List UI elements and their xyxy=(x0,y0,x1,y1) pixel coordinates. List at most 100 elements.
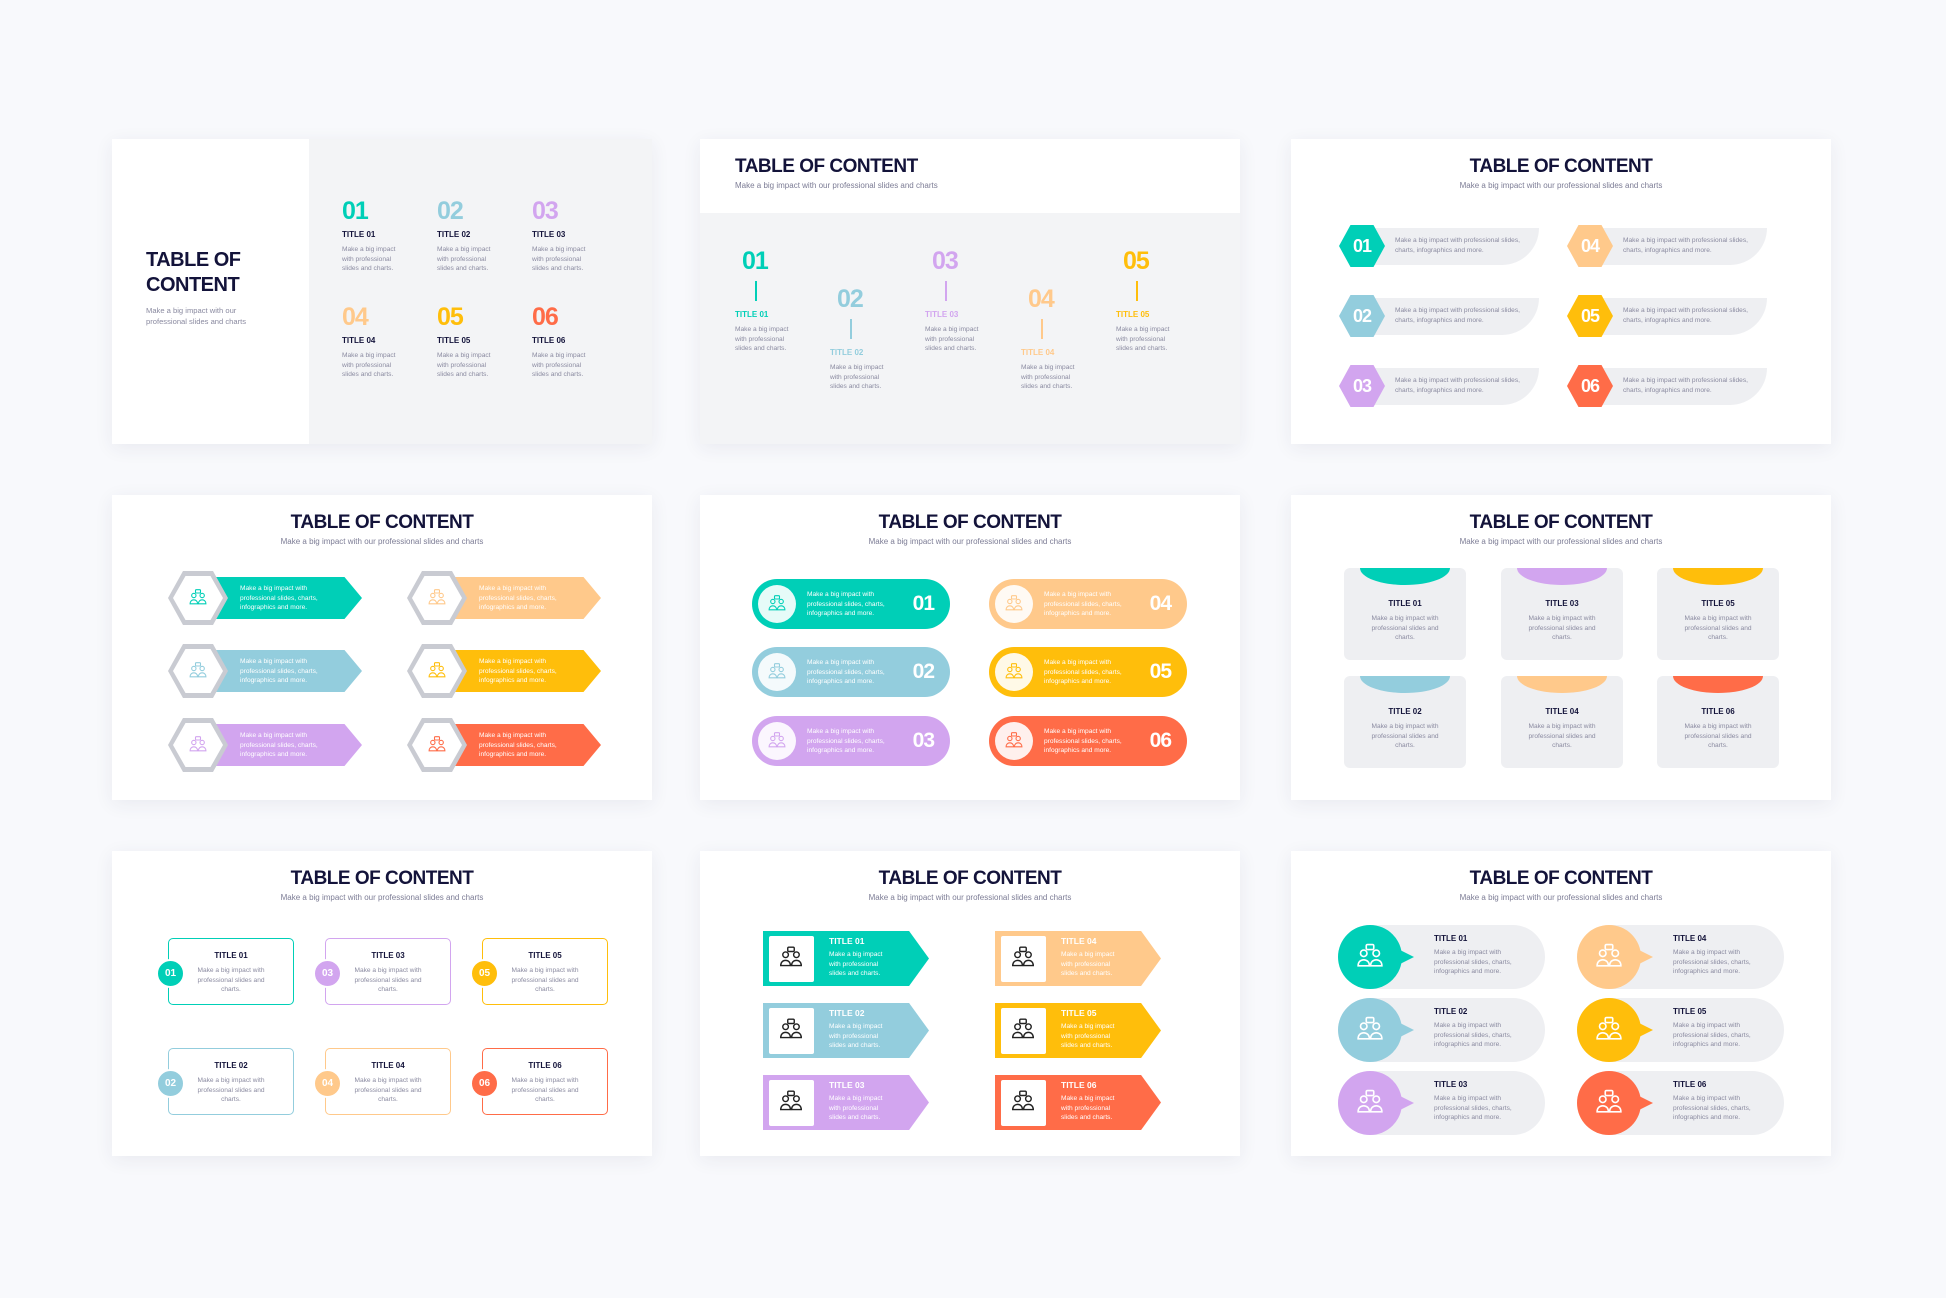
slide-subtitle: Make a big impact with our professional … xyxy=(280,893,484,902)
connector-line xyxy=(945,281,947,301)
item-desc: Make a big impact with professional slid… xyxy=(437,352,491,379)
item-number: 01 xyxy=(742,247,769,275)
item-arrow: Make a big impact with professional slid… xyxy=(455,724,601,766)
item-desc: Make a big impact with professional slid… xyxy=(342,246,396,273)
icon-circle xyxy=(1338,925,1402,989)
slide-2[interactable]: TABLE OF CONTENT Make a big impact with o… xyxy=(700,139,1240,444)
item-desc: Make a big impact with professional slid… xyxy=(1673,1022,1751,1049)
item-pill xyxy=(1367,368,1539,405)
slide-6[interactable]: TABLE OF CONTENT Make a big impact with o… xyxy=(1291,495,1831,800)
item-number: 02 xyxy=(1352,305,1372,326)
slide-subtitle: Make a big impact with our professional … xyxy=(1459,537,1663,546)
item-desc: Make a big impact with professional slid… xyxy=(807,591,885,618)
item-number: 05 xyxy=(1149,660,1172,683)
icon-box xyxy=(1001,936,1046,982)
slide-title: TABLE OF CONTENT xyxy=(290,868,474,889)
number-circle: 03 xyxy=(313,959,342,988)
item-title: TITLE 01 xyxy=(214,951,248,960)
icon-circle xyxy=(995,653,1033,691)
item-pill: Make a big impact with professional slid… xyxy=(989,647,1187,697)
item-box: TITLE 03 Make a big impact with professio… xyxy=(325,938,451,1005)
item-arrow: TITLE 06 Make a big impact with professio… xyxy=(995,1075,1161,1130)
idea-icon xyxy=(1004,731,1024,751)
card-tab xyxy=(1360,568,1450,585)
item-desc: Make a big impact with professional slid… xyxy=(511,1077,579,1104)
icon-circle xyxy=(758,722,796,760)
icon-circle xyxy=(995,585,1033,623)
item-desc: Make a big impact with professional slid… xyxy=(342,352,396,379)
item-title: TITLE 06 xyxy=(1701,707,1735,716)
connector-line xyxy=(755,281,757,301)
crowd-icon xyxy=(1010,945,1036,971)
item-title: TITLE 01 xyxy=(735,310,769,319)
item-desc: Make a big impact with professional slid… xyxy=(1116,326,1170,353)
item-desc: Make a big impact with professional slid… xyxy=(1044,591,1122,618)
item-title: TITLE 01 xyxy=(1434,934,1468,943)
item-desc: Make a big impact with professional slid… xyxy=(1395,307,1520,324)
item-title: TITLE 06 xyxy=(532,336,566,345)
item-pill: Make a big impact with professional slid… xyxy=(752,647,950,697)
item-arrow: TITLE 02 Make a big impact with professio… xyxy=(763,1003,929,1058)
puzzle-icon xyxy=(188,661,208,681)
item-desc: Make a big impact with professional slid… xyxy=(925,326,979,353)
slide-title: TABLE OF CONTENT xyxy=(1469,156,1653,177)
slide-1[interactable]: TABLE OF CONTENT Make a big impact with ou… xyxy=(112,139,652,444)
slide-3[interactable]: TABLE OF CONTENT Make a big impact with o… xyxy=(1291,139,1831,444)
item-number: 03 xyxy=(532,197,559,225)
item-card: TITLE 03 Make a big impact with professio… xyxy=(1501,568,1623,660)
item-title: TITLE 02 xyxy=(437,230,471,239)
item-title: TITLE 02 xyxy=(830,348,864,357)
item-card: TITLE 02 Make a big impact with professio… xyxy=(1344,676,1466,768)
item-desc: Make a big impact with professional slid… xyxy=(437,246,491,273)
item-desc: Make a big impact with professional slid… xyxy=(511,967,579,994)
item-desc: Make a big impact with professional slid… xyxy=(532,352,586,379)
item-arrow: Make a big impact with professional slid… xyxy=(216,724,362,766)
item-desc: Make a big impact with professional slid… xyxy=(1434,1022,1512,1049)
item-arrow: Make a big impact with professional slid… xyxy=(216,650,362,692)
slide-8[interactable]: TABLE OF CONTENT Make a big impact with o… xyxy=(700,851,1240,1156)
slide-9[interactable]: TABLE OF CONTENT Make a big impact with o… xyxy=(1291,851,1831,1156)
item-desc: Make a big impact with professional slid… xyxy=(354,1077,422,1104)
item-desc: Make a big impact with professional slid… xyxy=(479,658,557,685)
item-title: TITLE 03 xyxy=(371,951,405,960)
meeting-table-icon xyxy=(1010,1017,1036,1043)
slide-subtitle: Make a big impact with our professional … xyxy=(1459,181,1663,190)
icon-circle xyxy=(758,585,796,623)
item-arrow: Make a big impact with professional slid… xyxy=(455,650,601,692)
slide-4[interactable]: TABLE OF CONTENT Make a big impact with o… xyxy=(112,495,652,800)
item-title: TITLE 04 xyxy=(1545,707,1579,716)
icon-box xyxy=(769,1080,814,1126)
item-title: TITLE 05 xyxy=(1673,1007,1707,1016)
item-title: TITLE 06 xyxy=(528,1061,562,1070)
panel-right xyxy=(309,139,652,444)
item-desc: Make a big impact with professional slid… xyxy=(354,967,422,994)
item-pill: TITLE 03 Make a big impact with professio… xyxy=(1370,1071,1545,1135)
item-number: 03 xyxy=(932,247,959,275)
item-pill: Make a big impact with professional slid… xyxy=(989,716,1187,766)
item-pill xyxy=(1595,228,1767,265)
item-title: TITLE 01 xyxy=(342,230,376,239)
person-icon xyxy=(767,594,787,614)
card-tab xyxy=(1517,568,1607,585)
item-arrow: TITLE 03 Make a big impact with professio… xyxy=(763,1075,929,1130)
item-title: TITLE 03 xyxy=(1545,599,1579,608)
item-desc: Make a big impact with professional slid… xyxy=(240,732,318,759)
item-number: 05 xyxy=(437,303,464,331)
item-number: 01 xyxy=(912,592,935,615)
item-desc: Make a big impact with professional slid… xyxy=(735,326,789,353)
item-arrow: Make a big impact with professional slid… xyxy=(455,577,601,619)
hierarchy-icon xyxy=(778,1017,804,1043)
item-number: 01 xyxy=(1352,235,1372,256)
slide-7[interactable]: TABLE OF CONTENT Make a big impact with o… xyxy=(112,851,652,1156)
item-number: 06 xyxy=(532,303,559,331)
item-desc: Make a big impact with professional slid… xyxy=(1061,1095,1115,1122)
item-title: TITLE 04 xyxy=(342,336,376,345)
item-pill: Make a big impact with professional slid… xyxy=(752,716,950,766)
presentation-icon xyxy=(1355,942,1385,972)
slide-title: TABLE OF CONTENT xyxy=(290,512,474,533)
item-title: TITLE 03 xyxy=(532,230,566,239)
item-title: TITLE 04 xyxy=(1021,348,1055,357)
item-desc: Make a big impact with professional slid… xyxy=(479,585,557,612)
item-desc: Make a big impact with professional slid… xyxy=(1044,728,1122,755)
slide-5[interactable]: TABLE OF CONTENT Make a big impact with o… xyxy=(700,495,1240,800)
